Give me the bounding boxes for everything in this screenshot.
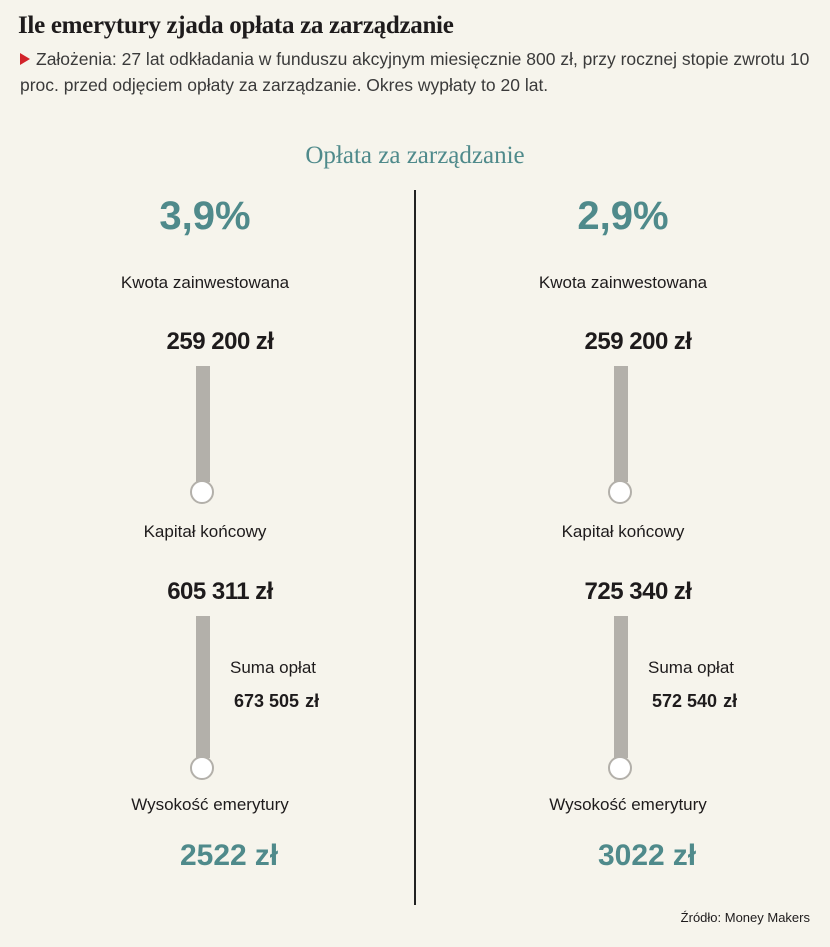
node bbox=[608, 756, 632, 780]
bullet-icon bbox=[20, 53, 30, 65]
invested: 259 200 zł bbox=[455, 303, 815, 361]
fee: 2,9% bbox=[443, 180, 803, 242]
fees-label: Suma opłat bbox=[648, 658, 734, 677]
source: Źródło: Money Makers bbox=[680, 910, 810, 925]
pension-value: 2522 bbox=[179, 839, 247, 872]
invested-value: 259 200 bbox=[584, 328, 669, 355]
fee-value: 3,9 bbox=[159, 194, 216, 238]
final-unit: zł bbox=[673, 578, 692, 605]
pension-value: 3022 bbox=[597, 839, 665, 872]
divider bbox=[414, 190, 416, 905]
invested-unit: zł bbox=[673, 328, 692, 355]
invested-unit: zł bbox=[255, 328, 274, 355]
fees-unit: zł bbox=[723, 691, 738, 711]
final-unit: zł bbox=[255, 578, 273, 605]
subtitle: Założenia: 27 lat odkładania w funduszu … bbox=[20, 49, 810, 95]
connector bbox=[614, 616, 628, 758]
fees-unit: zł bbox=[305, 691, 320, 711]
fees-value: 572 540 bbox=[652, 691, 718, 711]
fee-unit: % bbox=[633, 194, 669, 238]
final: 605 311 zł bbox=[37, 553, 397, 611]
fees: 673 505 zł bbox=[228, 677, 319, 715]
final-label: Kapitał końcowy bbox=[561, 522, 685, 541]
invested-label: Kwota zainwestowana bbox=[120, 273, 290, 292]
fee-unit: % bbox=[215, 194, 251, 238]
fees-label: Suma opłat bbox=[230, 658, 316, 677]
pension-label: Wysokość emerytury bbox=[549, 795, 707, 814]
final-value: 605 311 bbox=[167, 578, 250, 605]
invested-label: Kwota zainwestowana bbox=[538, 273, 708, 292]
pension: 2522 zł bbox=[45, 822, 405, 876]
invested-value: 259 200 bbox=[166, 328, 251, 355]
pension-unit: zł bbox=[254, 839, 279, 872]
fee: 3,9% bbox=[25, 180, 385, 242]
pension-unit: zł bbox=[672, 839, 697, 872]
title: Ile emerytury zjada opłata za zarządzani… bbox=[18, 12, 454, 39]
final: 725 340 zł bbox=[455, 553, 815, 611]
pension-label: Wysokość emerytury bbox=[131, 795, 289, 814]
node bbox=[190, 756, 214, 780]
connector bbox=[614, 366, 628, 482]
final-value: 725 340 bbox=[584, 578, 669, 605]
final-label: Kapitał końcowy bbox=[143, 522, 267, 541]
connector bbox=[196, 366, 210, 482]
node bbox=[608, 480, 632, 504]
pension: 3022 zł bbox=[463, 822, 823, 876]
connector bbox=[196, 616, 210, 758]
invested: 259 200 zł bbox=[37, 303, 397, 361]
fees: 572 540 zł bbox=[646, 677, 737, 715]
fees-value: 673 505 bbox=[234, 691, 300, 711]
section-title: Opłata za zarządzanie bbox=[305, 142, 525, 169]
fee-value: 2,9 bbox=[577, 194, 634, 238]
node bbox=[190, 480, 214, 504]
